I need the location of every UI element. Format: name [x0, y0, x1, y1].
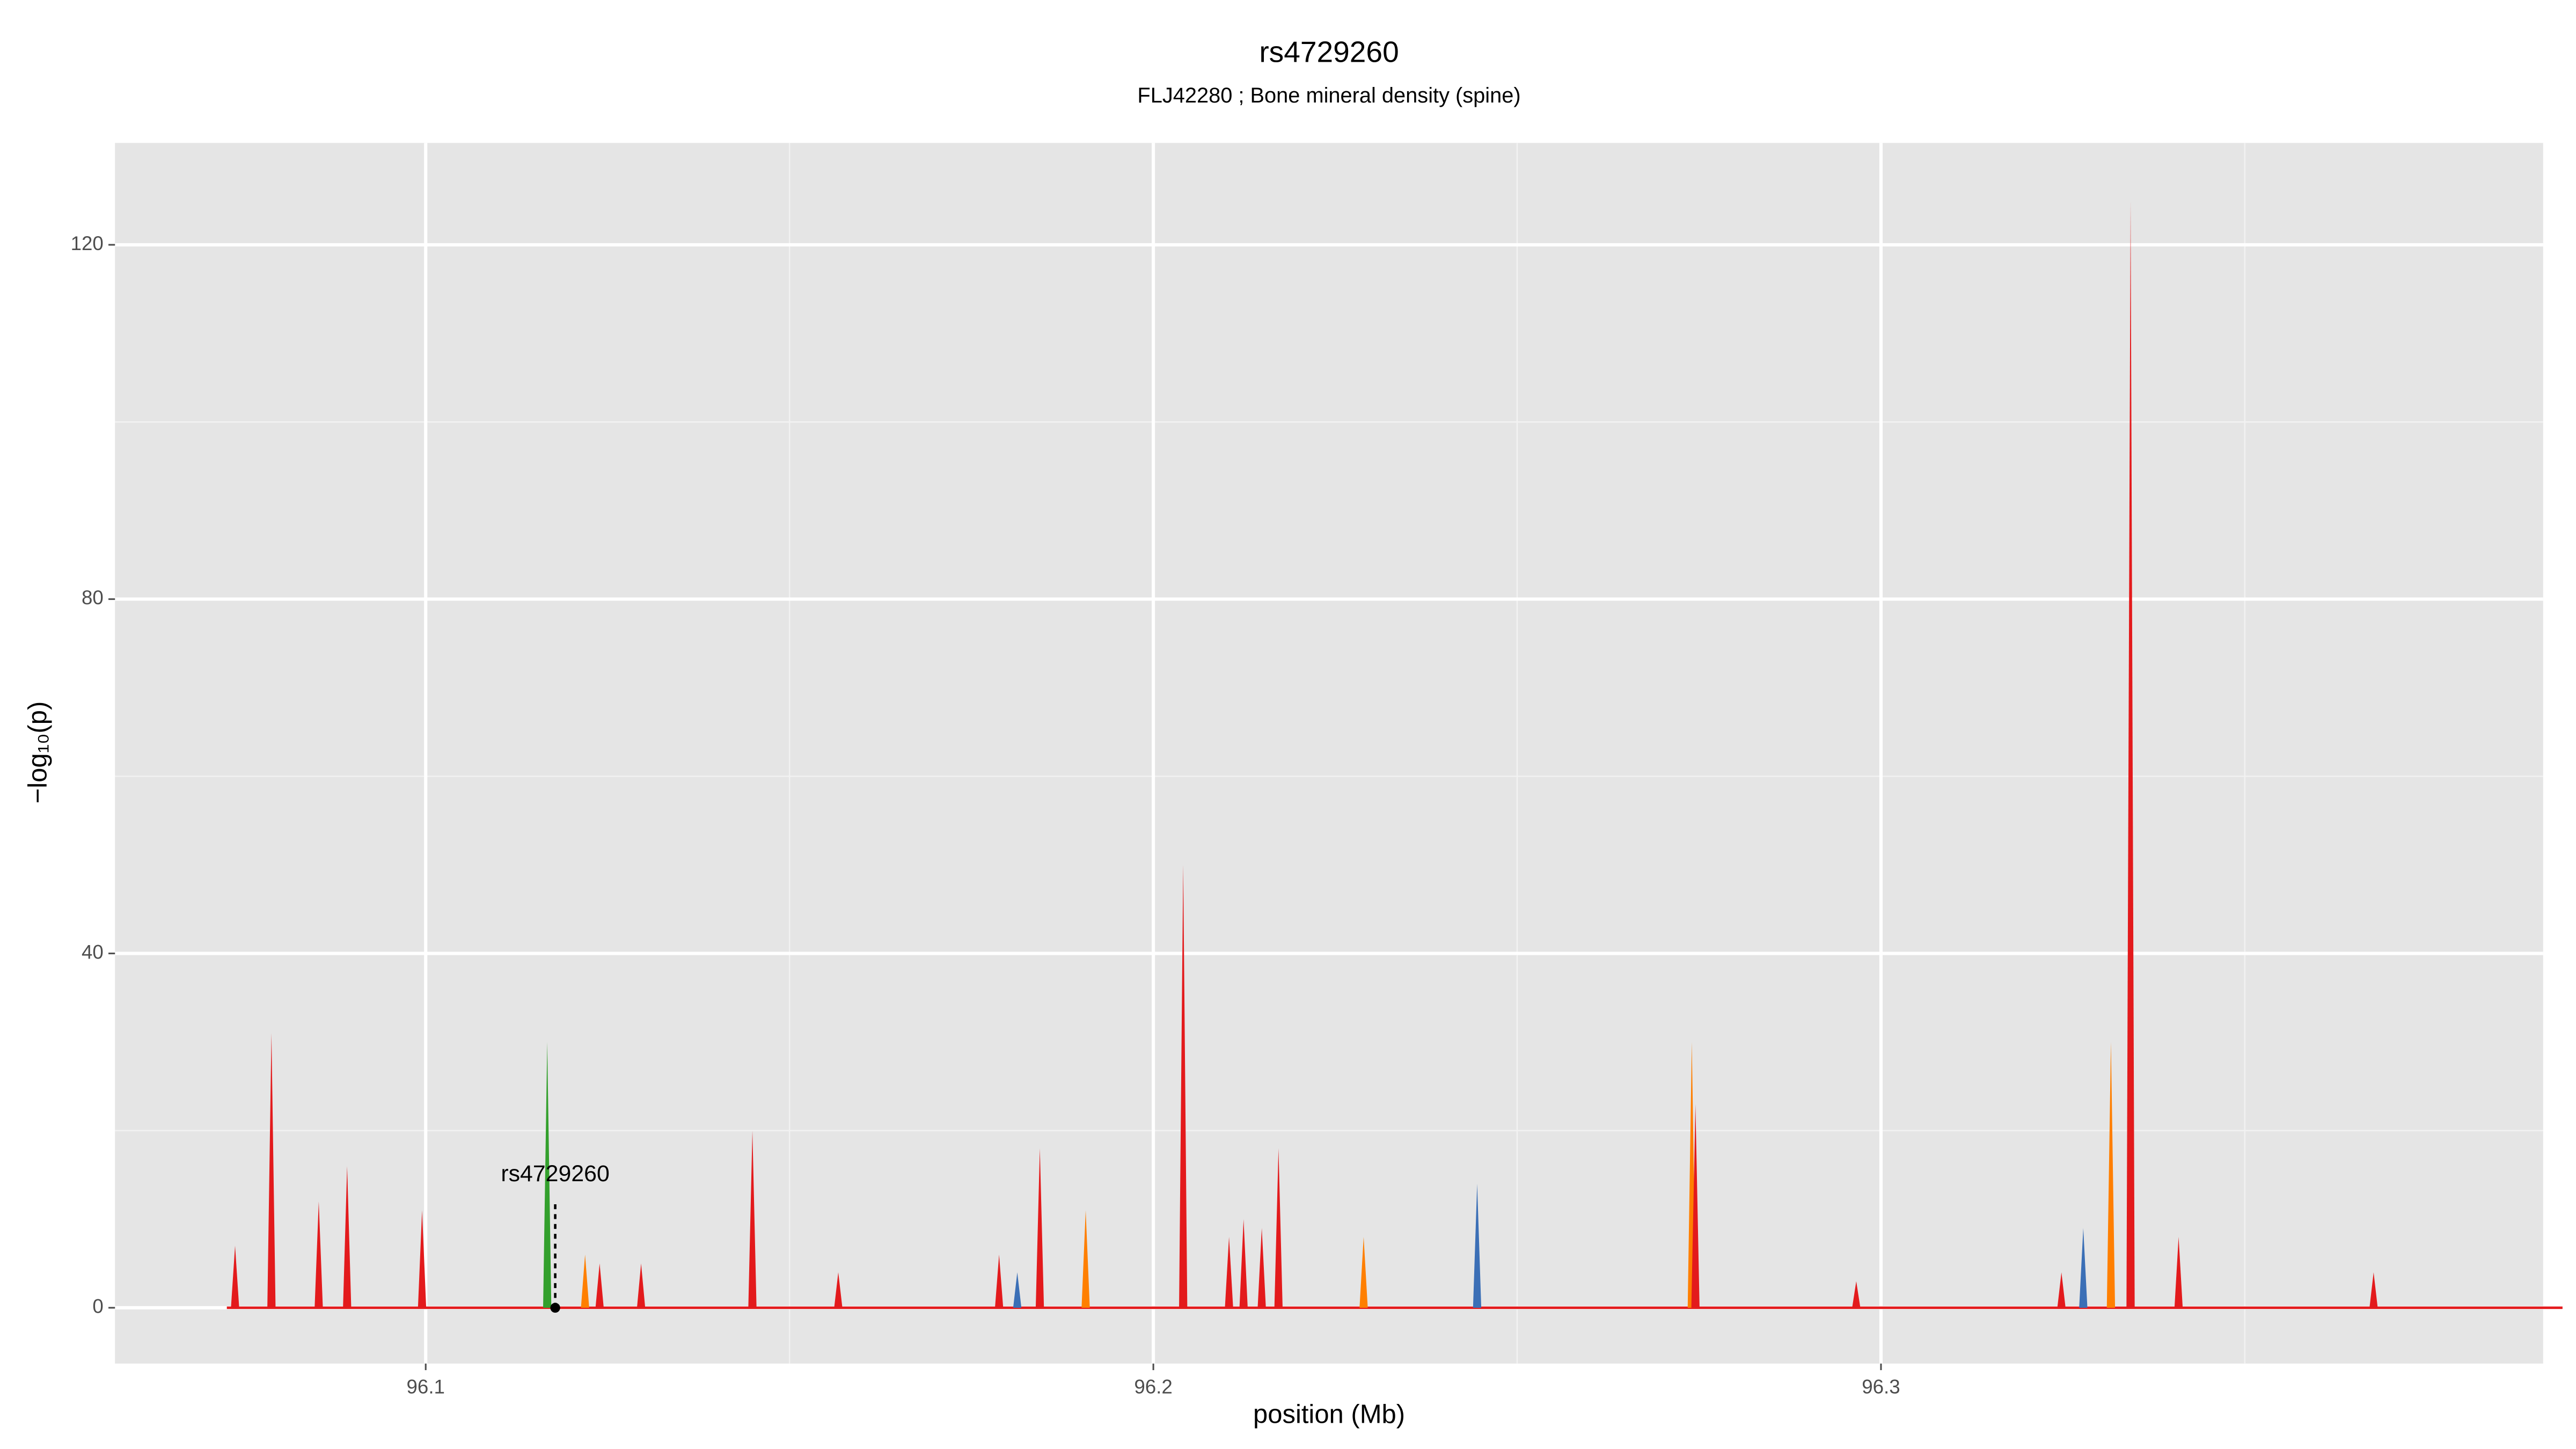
spike — [2369, 1272, 2378, 1308]
spike — [1359, 1236, 1368, 1308]
spike — [267, 1033, 276, 1308]
spike — [994, 1254, 1004, 1308]
x-tick-label: 96.3 — [1862, 1375, 1900, 1397]
spike — [1035, 1148, 1044, 1308]
spike — [636, 1263, 646, 1308]
spike — [418, 1210, 427, 1308]
spike — [2174, 1236, 2183, 1308]
spike — [1691, 1104, 1700, 1308]
spike — [2106, 1042, 2116, 1308]
annotation-label: rs4729260 — [501, 1161, 609, 1187]
spike — [2126, 200, 2135, 1308]
spike — [1274, 1148, 1283, 1308]
chart-subtitle: FLJ42280 ; Bone mineral density (spine) — [1137, 84, 1520, 107]
spike — [343, 1166, 352, 1308]
x-axis-label: position (Mb) — [1253, 1400, 1405, 1429]
spike — [1225, 1236, 1233, 1308]
y-axis-label: −log₁₀(p) — [23, 701, 52, 804]
spike — [834, 1272, 843, 1308]
spike — [1013, 1272, 1022, 1308]
annotation-point — [550, 1302, 560, 1313]
spike — [314, 1201, 323, 1308]
y-tick-label: 120 — [71, 232, 104, 254]
spike — [1852, 1281, 1861, 1308]
spike — [1473, 1183, 1482, 1308]
chart-title: rs4729260 — [1259, 35, 1399, 69]
spike — [748, 1130, 757, 1308]
y-tick-label: 40 — [82, 941, 104, 963]
spike — [543, 1042, 552, 1308]
spike — [1239, 1219, 1248, 1308]
spike — [1081, 1210, 1090, 1308]
y-tick-label: 80 — [82, 587, 104, 609]
y-tick-label: 0 — [92, 1296, 103, 1318]
spike — [1257, 1228, 1266, 1308]
spike — [231, 1246, 239, 1308]
x-tick-label: 96.1 — [407, 1375, 445, 1397]
spike — [595, 1263, 604, 1308]
spike — [2079, 1228, 2088, 1308]
spike — [581, 1254, 589, 1308]
spike — [2057, 1272, 2066, 1308]
spike — [1179, 865, 1188, 1308]
x-tick-label: 96.2 — [1134, 1375, 1172, 1397]
plot-panel — [115, 143, 2543, 1364]
